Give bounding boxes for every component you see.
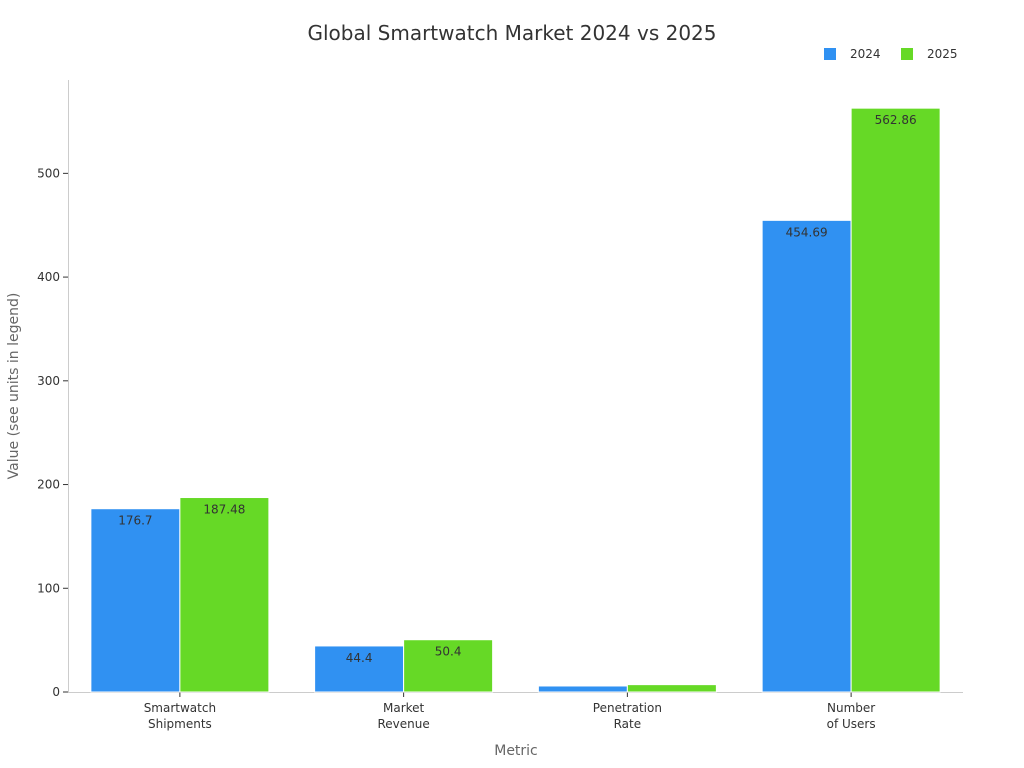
y-tick-label: 100	[37, 581, 60, 595]
legend: 2024 2025	[824, 47, 958, 61]
data-labels: 176.7 187.48 44.4 50.4 454.69 562.86	[118, 113, 916, 665]
y-tick-label: 400	[37, 270, 60, 284]
x-tick-label: Smartwatch Shipments	[144, 701, 216, 731]
bar-2025-1	[403, 639, 494, 693]
y-axis: 0 100 200 300 400 500	[37, 80, 69, 699]
data-label: 562.86	[875, 113, 917, 127]
bar-2024-0	[90, 508, 181, 693]
data-label: 44.4	[346, 651, 373, 665]
bar-2024-2	[537, 685, 628, 693]
bar-2025-2	[626, 684, 717, 693]
data-label: 454.69	[786, 225, 828, 239]
y-tick-label: 300	[37, 374, 60, 388]
legend-label-2024: 2024	[850, 47, 881, 61]
data-label: 176.7	[118, 514, 152, 528]
y-tick-label: 500	[37, 166, 60, 180]
x-tick-label: Market Revenue	[377, 701, 429, 731]
legend-swatch-2024	[824, 48, 836, 60]
chart-title: Global Smartwatch Market 2024 vs 2025	[307, 21, 716, 45]
x-tick-label: Penetration Rate	[593, 701, 662, 731]
data-label: 50.4	[435, 645, 462, 659]
y-tick-label: 0	[52, 685, 60, 699]
bars	[90, 107, 941, 693]
legend-swatch-2025	[901, 48, 913, 60]
y-tick-label: 200	[37, 478, 60, 492]
y-axis-label: Value (see units in legend)	[6, 293, 22, 480]
bar-2025-3	[850, 107, 941, 693]
x-tick-label: Number of Users	[827, 701, 876, 731]
bar-2025-0	[179, 497, 270, 693]
bar-2024-3	[761, 219, 852, 693]
x-axis: Smartwatch Shipments Market Revenue Penetrat…	[68, 692, 963, 731]
x-axis-label: Metric	[494, 743, 538, 759]
bar-2024-1	[314, 645, 405, 693]
data-label: 187.48	[203, 503, 245, 517]
legend-label-2025: 2025	[927, 47, 958, 61]
